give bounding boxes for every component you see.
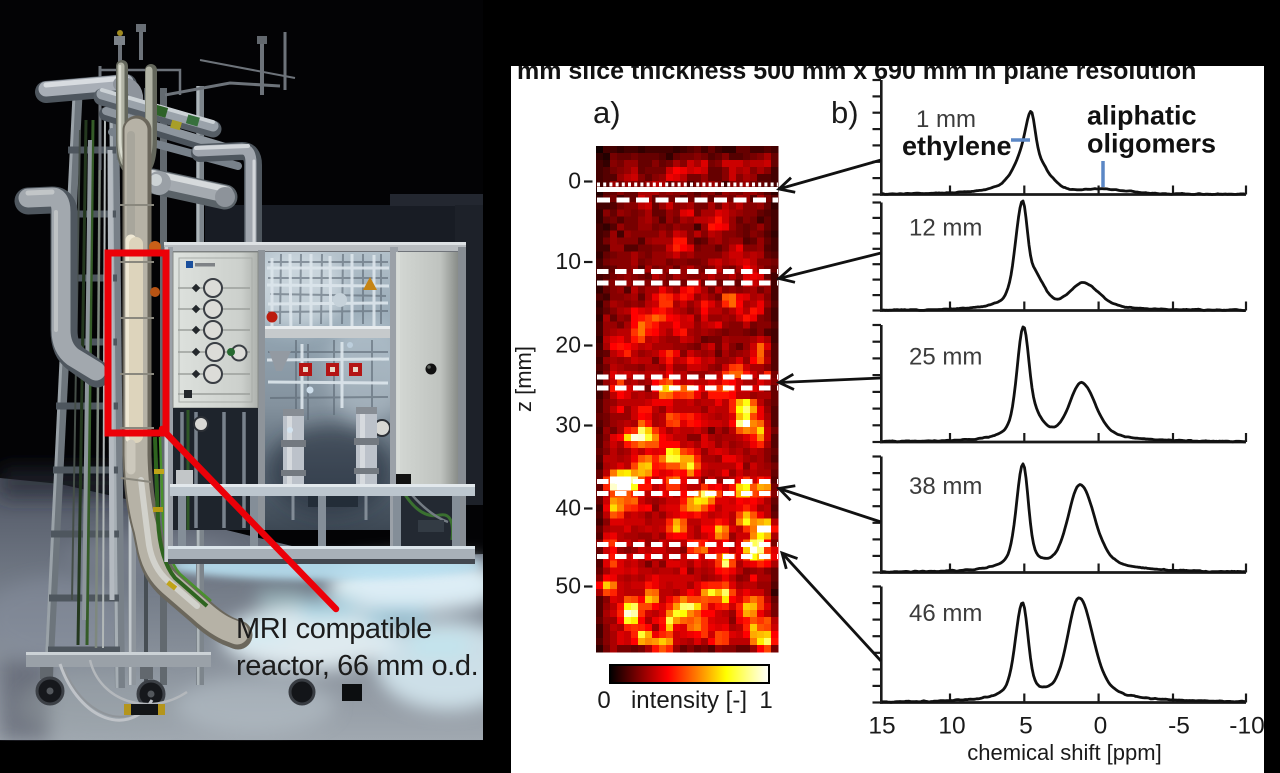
- svg-text:0: 0: [597, 687, 610, 714]
- svg-text:38 mm: 38 mm: [909, 473, 982, 500]
- svg-text:oligomers: oligomers: [1087, 129, 1216, 159]
- svg-text:12 mm: 12 mm: [909, 215, 982, 242]
- svg-text:b): b): [831, 95, 859, 130]
- svg-text:aliphatic: aliphatic: [1087, 101, 1197, 131]
- svg-text:0: 0: [568, 167, 581, 193]
- svg-text:chemical shift [ppm]: chemical shift [ppm]: [967, 740, 1161, 765]
- svg-text:50: 50: [555, 572, 581, 598]
- svg-text:z [mm]: z [mm]: [511, 346, 536, 412]
- svg-text:reactor, 66 mm o.d.: reactor, 66 mm o.d.: [236, 650, 478, 682]
- svg-text:1: 1: [759, 687, 772, 714]
- svg-text:40: 40: [555, 494, 581, 520]
- svg-text:0: 0: [1094, 713, 1108, 740]
- svg-text:10: 10: [555, 248, 581, 274]
- svg-text:a): a): [593, 95, 621, 130]
- svg-text:46 mm: 46 mm: [909, 600, 982, 627]
- svg-text:-10: -10: [1229, 713, 1264, 740]
- svg-text:intensity [-]: intensity [-]: [631, 687, 747, 714]
- svg-text:mm slice thickness 500 mm x 69: mm slice thickness 500 mm x 690 mm in pl…: [517, 66, 1196, 85]
- svg-text:10: 10: [938, 713, 965, 740]
- svg-text:MRI compatible: MRI compatible: [236, 613, 432, 645]
- svg-text:-5: -5: [1168, 713, 1190, 740]
- svg-text:25 mm: 25 mm: [909, 344, 982, 371]
- svg-text:20: 20: [555, 331, 581, 357]
- svg-text:1 mm: 1 mm: [916, 106, 976, 133]
- svg-text:30: 30: [555, 411, 581, 437]
- svg-text:ethylene: ethylene: [902, 131, 1012, 161]
- svg-text:15: 15: [868, 713, 895, 740]
- svg-text:5: 5: [1019, 713, 1033, 740]
